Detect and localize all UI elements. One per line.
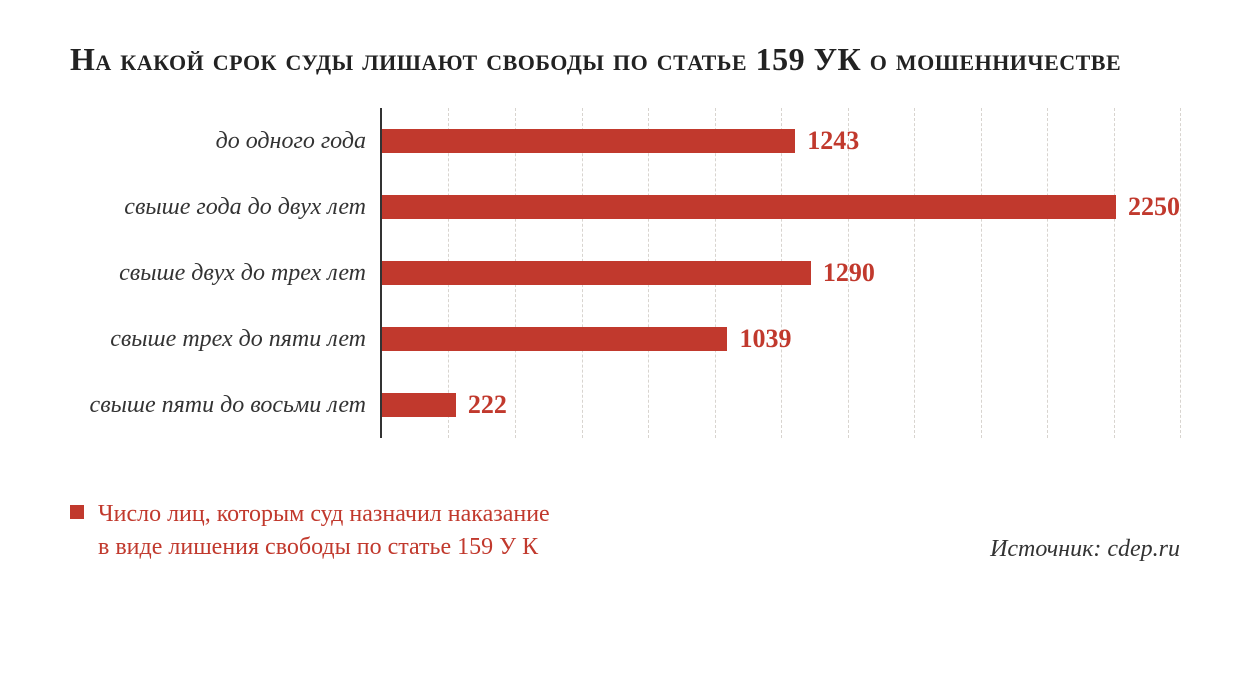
bar [382, 327, 727, 351]
bar-value-label: 1039 [739, 326, 791, 352]
bar-row: 1290 [382, 260, 1180, 286]
bar [382, 195, 1116, 219]
bar-chart: до одного года свыше года до двух лет свыш… [70, 108, 1180, 438]
source-text: Источник: cdep.ru [990, 536, 1180, 563]
bar-row: 2250 [382, 194, 1180, 220]
bar-row: 1039 [382, 326, 1180, 352]
legend-text: Число лиц, которым суд назначил наказани… [98, 498, 550, 563]
gridline [1180, 108, 1181, 438]
bar-row: 1243 [382, 128, 1180, 154]
bar-value-label: 2250 [1128, 194, 1180, 220]
chart-title: На какой срок суды лишают свободы по ста… [70, 40, 1180, 78]
bar [382, 393, 456, 417]
y-axis-label: до одного года [216, 129, 366, 153]
y-axis-label: свыше пяти до восьми лет [90, 393, 366, 417]
legend-line-1: Число лиц, которым суд назначил наказани… [98, 498, 550, 530]
y-axis-label: свыше трех до пяти лет [110, 327, 366, 351]
legend-line-2: в виде лишения свободы по статье 159 У К [98, 531, 550, 563]
bar-value-label: 1243 [807, 128, 859, 154]
chart-footer: Число лиц, которым суд назначил наказани… [70, 498, 1180, 563]
bar-row: 222 [382, 392, 1180, 418]
legend-swatch [70, 505, 84, 519]
bars-container: 1243 2250 1290 1039 222 [382, 108, 1180, 438]
page-root: На какой срок суды лишают свободы по ста… [0, 0, 1250, 563]
bar-value-label: 1290 [823, 260, 875, 286]
bar [382, 129, 795, 153]
y-axis-label: свыше года до двух лет [124, 195, 366, 219]
source-value: cdep.ru [1107, 536, 1180, 562]
plot-area: 1243 2250 1290 1039 222 [380, 108, 1180, 438]
source-prefix: Источник: [990, 536, 1107, 562]
y-axis-label: свыше двух до трех лет [119, 261, 366, 285]
bar [382, 261, 811, 285]
bar-value-label: 222 [468, 392, 507, 418]
y-axis-labels: до одного года свыше года до двух лет свыш… [70, 108, 380, 438]
legend: Число лиц, которым суд назначил наказани… [70, 498, 550, 563]
